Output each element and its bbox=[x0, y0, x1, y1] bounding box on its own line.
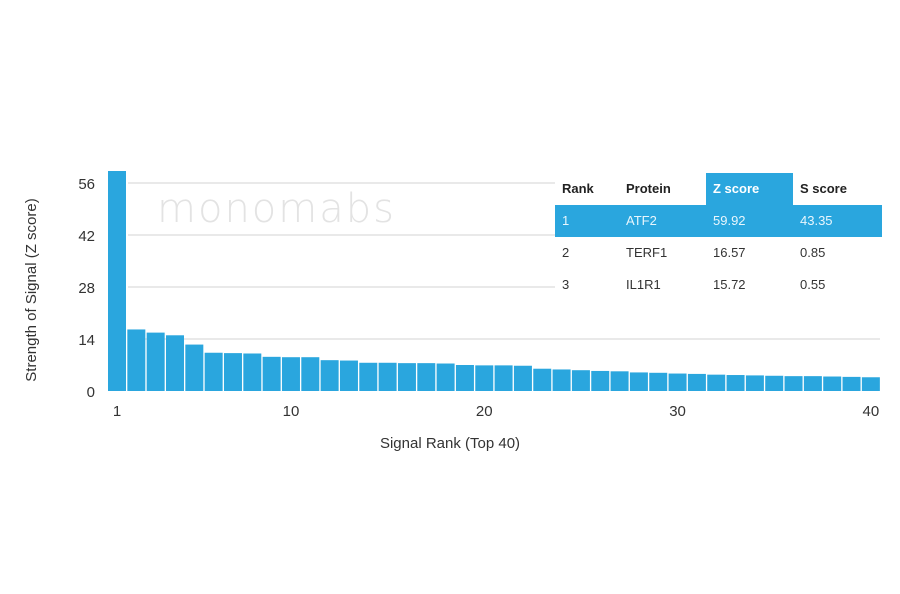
cell-s-score: 43.35 bbox=[800, 213, 833, 228]
table-header: Rank Protein Z score S score bbox=[555, 173, 882, 205]
bar bbox=[649, 372, 668, 391]
x-tick-label: 10 bbox=[283, 403, 300, 420]
bar bbox=[455, 365, 474, 391]
bar bbox=[571, 370, 590, 391]
bar bbox=[339, 360, 358, 391]
header-protein: Protein bbox=[626, 181, 671, 196]
score-table: Rank Protein Z score S score 1 ATF2 59.9… bbox=[555, 173, 882, 301]
bar bbox=[281, 357, 300, 391]
header-rank: Rank bbox=[562, 181, 594, 196]
bar bbox=[784, 376, 803, 391]
x-tick-label: 40 bbox=[863, 403, 880, 420]
bar bbox=[127, 329, 146, 391]
x-axis-label: Signal Rank (Top 40) bbox=[380, 435, 520, 452]
bar bbox=[707, 374, 726, 391]
bar bbox=[185, 344, 204, 391]
bar bbox=[108, 171, 126, 391]
bar bbox=[803, 376, 822, 391]
y-tick-label: 42 bbox=[78, 228, 95, 245]
bar bbox=[861, 377, 880, 391]
y-tick-label: 0 bbox=[87, 384, 95, 401]
bar bbox=[533, 368, 552, 391]
table-row: 2 TERF1 16.57 0.85 bbox=[555, 237, 882, 269]
bar bbox=[397, 363, 416, 391]
bar bbox=[146, 332, 165, 391]
cell-protein: TERF1 bbox=[626, 245, 668, 260]
header-z-score: Z score bbox=[706, 173, 793, 205]
y-tick-label: 28 bbox=[78, 280, 95, 297]
bar bbox=[726, 375, 745, 391]
table-row: 1 ATF2 59.92 43.35 bbox=[555, 205, 882, 237]
bar bbox=[378, 362, 397, 391]
cell-s-score: 0.55 bbox=[800, 277, 826, 292]
bar bbox=[591, 370, 610, 391]
y-tick-label: 56 bbox=[78, 176, 95, 193]
x-tick-label: 30 bbox=[669, 403, 686, 420]
bar bbox=[243, 353, 262, 391]
bar bbox=[842, 376, 861, 391]
bar bbox=[552, 369, 571, 391]
bar bbox=[320, 360, 339, 391]
cell-rank: 2 bbox=[562, 245, 570, 260]
x-tick-label: 1 bbox=[113, 403, 121, 420]
watermark-logo: monomabs bbox=[157, 186, 396, 232]
bar bbox=[223, 353, 242, 391]
bar bbox=[494, 365, 513, 391]
cell-z-score: 59.92 bbox=[713, 213, 746, 228]
cell-z-score: 15.72 bbox=[713, 277, 746, 292]
y-axis-label: Strength of Signal (Z score) bbox=[23, 198, 40, 381]
cell-protein: IL1R1 bbox=[626, 277, 661, 292]
bar bbox=[629, 372, 648, 391]
header-s-score: S score bbox=[800, 181, 847, 196]
bar bbox=[745, 375, 764, 391]
cell-rank: 3 bbox=[562, 277, 570, 292]
bar bbox=[668, 373, 687, 391]
x-tick-label: 20 bbox=[476, 403, 493, 420]
bar bbox=[262, 356, 281, 391]
cell-rank: 1 bbox=[562, 213, 570, 228]
bar bbox=[765, 375, 784, 391]
bar bbox=[165, 335, 184, 391]
bar bbox=[687, 373, 706, 391]
cell-s-score: 0.85 bbox=[800, 245, 826, 260]
cell-protein: ATF2 bbox=[626, 213, 657, 228]
table-row: 3 IL1R1 15.72 0.55 bbox=[555, 269, 882, 301]
bar bbox=[610, 371, 629, 391]
bar bbox=[436, 363, 455, 391]
bar bbox=[359, 362, 378, 391]
bar bbox=[823, 376, 842, 391]
y-tick-label: 14 bbox=[78, 332, 95, 349]
bar bbox=[475, 365, 494, 391]
bar bbox=[513, 365, 532, 391]
bar bbox=[417, 363, 436, 391]
cell-z-score: 16.57 bbox=[713, 245, 746, 260]
bar bbox=[301, 357, 320, 391]
bar bbox=[204, 352, 223, 391]
